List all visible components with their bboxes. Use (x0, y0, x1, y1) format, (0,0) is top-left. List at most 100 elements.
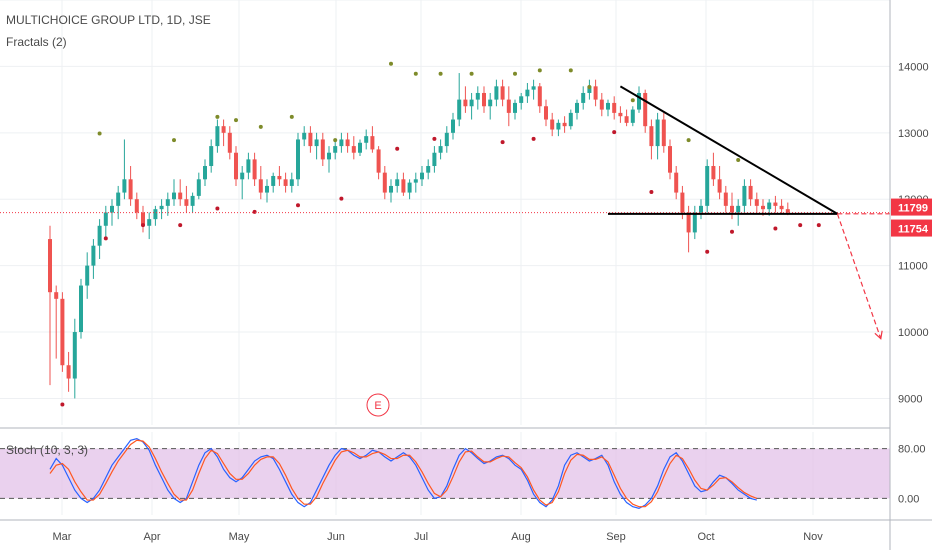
fractal-up-marker (97, 131, 102, 136)
earnings-badge[interactable]: E (366, 393, 390, 417)
candle-body (556, 122, 561, 130)
stoch-line-k (49, 437, 757, 510)
candle-body (624, 116, 629, 123)
candle-body (742, 185, 747, 206)
candle-body (308, 132, 313, 147)
candle-body (184, 199, 189, 206)
candle-body (382, 172, 387, 193)
candle-body (190, 195, 195, 206)
time-tick-label: Nov (803, 531, 823, 543)
fractal-down-marker (649, 189, 654, 194)
fractal-up-marker (258, 124, 263, 129)
price-tag-box (891, 198, 932, 216)
candle-body (637, 92, 641, 110)
chart-title: MULTICHOICE GROUP LTD, 1D, JSE (6, 13, 211, 27)
candle-body (457, 99, 462, 120)
candle-body (159, 205, 164, 210)
candle-body (277, 175, 282, 180)
candle-body (134, 199, 139, 213)
candle-body (699, 205, 703, 213)
price-tick-label: 9000 (898, 393, 922, 405)
candle-body (240, 172, 245, 180)
candle-body (630, 109, 635, 123)
indicator-label: Fractals (2) (6, 35, 67, 49)
candle-body (488, 99, 493, 107)
candle-body (209, 146, 214, 167)
fractal-down-marker (773, 226, 778, 231)
candle-body (420, 172, 424, 180)
candle-body (246, 159, 251, 173)
candle-body (519, 96, 524, 103)
fractal-markers (60, 61, 821, 407)
candle-body (271, 175, 276, 186)
candle-body (376, 149, 381, 173)
candle-body (141, 212, 145, 226)
fractal-up-marker (513, 71, 517, 76)
fractal-down-marker (612, 130, 617, 135)
candle-body (215, 126, 220, 147)
time-tick-label: May (229, 531, 250, 543)
fractal-down-marker (705, 249, 710, 254)
trendline-annotations[interactable] (0, 85, 890, 340)
fractal-down-marker (215, 206, 220, 211)
candle-body (283, 179, 288, 186)
candle-body (606, 102, 610, 110)
candle-body (358, 142, 362, 153)
fractal-up-marker (469, 71, 474, 76)
fractal-up-marker (537, 68, 542, 73)
candle-body (258, 179, 263, 193)
candle-body (500, 86, 505, 100)
price-tag-label: 11754 (898, 224, 929, 236)
candle-body (550, 119, 555, 130)
candle-body (48, 239, 52, 293)
candle-body (599, 99, 604, 110)
candle-body (463, 99, 468, 107)
candle-body (60, 298, 65, 366)
candle-body (426, 166, 431, 173)
fractal-up-marker (438, 71, 443, 76)
candle-body (469, 99, 474, 107)
fractal-up-marker (234, 118, 238, 123)
projection-line (836, 213, 882, 339)
candle-body (91, 245, 96, 266)
trendline (619, 85, 838, 215)
stoch-tick-label: 80.00 (898, 444, 926, 456)
price-tick-label: 10000 (898, 327, 929, 339)
candle-body (302, 132, 307, 140)
fractal-up-marker (587, 84, 592, 89)
stoch-tick-label: 0.00 (898, 493, 919, 505)
fractal-down-marker (816, 223, 821, 228)
candle-body (401, 179, 406, 193)
candle-body (562, 122, 567, 127)
fractal-up-marker (333, 138, 338, 143)
candle-body (643, 92, 648, 127)
candle-body (339, 139, 344, 147)
time-tick-label: Sep (606, 531, 626, 543)
stoch-line-d (49, 439, 758, 508)
fractal-down-marker (141, 223, 145, 228)
candle-body (730, 205, 734, 213)
candle-body (537, 86, 542, 107)
fractal-up-marker (172, 138, 176, 143)
fractal-up-marker (686, 138, 691, 143)
fractal-up-marker (215, 114, 220, 119)
candle-body (203, 166, 207, 180)
fractal-down-marker (252, 209, 257, 214)
candle-body (761, 205, 765, 210)
price-tick-label: 13000 (898, 128, 929, 140)
candle-body (773, 202, 778, 206)
fractal-down-marker (395, 146, 400, 151)
candle-body (85, 265, 90, 286)
time-tick-label: Apr (143, 531, 160, 543)
candle-body (482, 92, 486, 107)
candle-body (674, 172, 679, 193)
candle-body (655, 119, 660, 147)
stoch-label: Stoch (10, 3, 3) (6, 443, 88, 457)
candle-body (587, 86, 592, 93)
candle-body (296, 139, 300, 180)
candle-body (314, 139, 319, 147)
candle-body (370, 136, 375, 150)
candle-body (593, 86, 598, 100)
